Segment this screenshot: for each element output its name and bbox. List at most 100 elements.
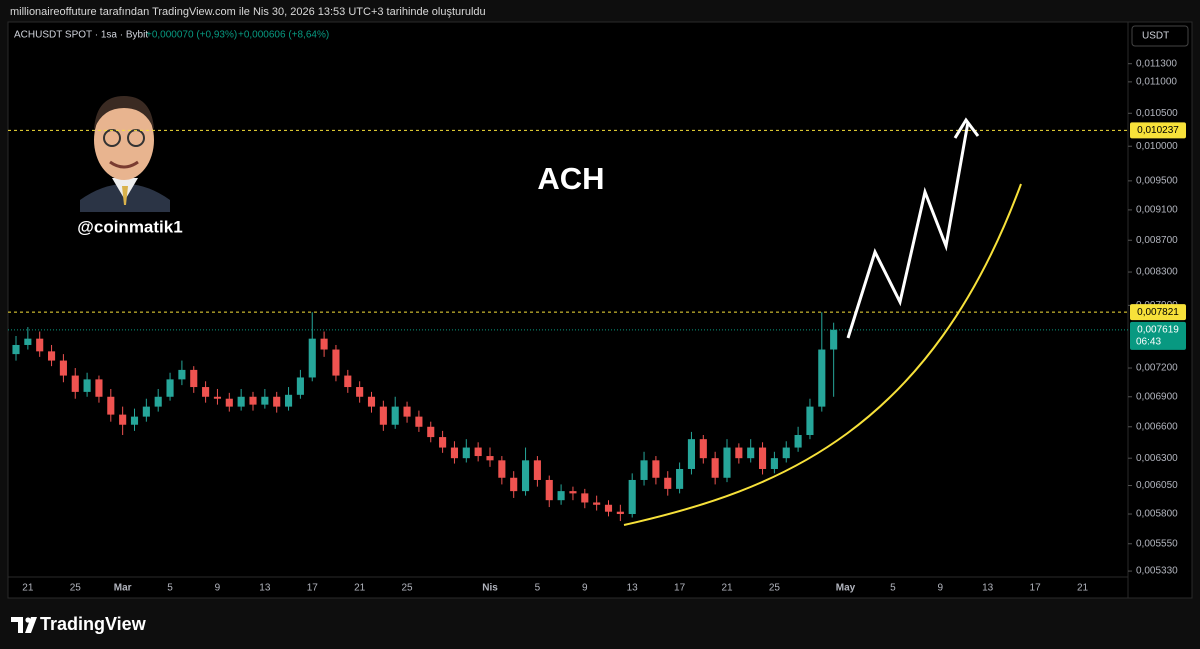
last-price-box — [1130, 321, 1186, 350]
candle-body — [474, 447, 482, 457]
y-tick-label: 0,008700 — [1136, 235, 1178, 246]
candle-body — [747, 447, 755, 459]
author: @coinmatik1 — [77, 217, 182, 236]
candle-body — [59, 360, 67, 376]
y-tick-label: 0,006600 — [1136, 421, 1178, 432]
candle-body — [415, 416, 423, 427]
candle-body — [593, 502, 601, 505]
candle-body — [711, 458, 719, 478]
candle-body — [699, 439, 707, 459]
candle-body — [320, 338, 328, 350]
candle-body — [237, 396, 245, 407]
candle-body — [486, 456, 494, 461]
countdown: 06:43 — [1136, 336, 1161, 347]
y-tick-label: 0,011000 — [1136, 77, 1177, 88]
change-day: +0,000606 (+8,64%) — [238, 30, 329, 41]
header: millionaireoffuture tarafından TradingVi… — [10, 6, 486, 18]
projection-arrow — [846, 121, 970, 339]
price-label-box — [1130, 304, 1186, 321]
candle-body — [403, 406, 411, 417]
candle-body — [794, 435, 802, 448]
x-tick-label: 21 — [354, 583, 366, 594]
candle-body — [379, 406, 387, 425]
x-tick-label: 25 — [70, 583, 82, 594]
candle-body — [557, 491, 565, 501]
candle-body — [723, 447, 731, 478]
x-tick-label: 21 — [1077, 583, 1089, 594]
candle-body — [545, 479, 553, 501]
y-tick-label: 0,007200 — [1136, 363, 1178, 374]
candle-body — [36, 338, 44, 352]
candle-body — [770, 458, 778, 469]
x-tick-label: 21 — [721, 583, 733, 594]
x-tick-label: 25 — [769, 583, 781, 594]
chart-panel — [7, 21, 1193, 599]
candle-body — [296, 377, 304, 395]
candle-body — [130, 416, 139, 425]
price-label: 0,007821 — [1137, 307, 1179, 318]
candle-body — [664, 477, 672, 489]
x-tick-label: 13 — [627, 583, 639, 594]
y-tick-label: 0,005330 — [1136, 566, 1178, 577]
avatar — [80, 96, 170, 212]
candle-body — [758, 447, 767, 469]
y-tick-label: 0,009100 — [1136, 205, 1178, 216]
x-tick-label: 17 — [307, 583, 319, 594]
candle-body — [273, 396, 281, 407]
candle-body — [71, 375, 79, 392]
currency[interactable]: USDT — [1142, 31, 1169, 42]
y-tick-label: 0,006900 — [1136, 391, 1178, 402]
x-tick-label: 13 — [982, 583, 994, 594]
candle-body — [676, 468, 684, 489]
candle-body — [521, 460, 530, 492]
candle-body — [166, 379, 174, 397]
candle-body — [818, 349, 826, 407]
price-label: 0,010237 — [1137, 125, 1179, 136]
candle-body — [391, 406, 399, 425]
x-tick-label: 5 — [535, 583, 541, 594]
currency-button[interactable] — [1131, 25, 1189, 47]
x-tick-label: Mar — [114, 583, 132, 594]
candle-body — [83, 379, 91, 392]
candle-body — [735, 447, 743, 459]
candle-body — [439, 437, 447, 448]
change-last: +0,000070 (+0,93%) — [146, 30, 237, 41]
x-tick-label: 13 — [259, 583, 271, 594]
candle-body — [616, 511, 624, 515]
candle-body — [533, 460, 541, 480]
candle-body — [249, 396, 257, 405]
candle-body — [24, 338, 32, 345]
candle-body — [190, 369, 198, 388]
y-tick-label: 0,010000 — [1136, 141, 1178, 152]
y-tick-label: 0,006300 — [1136, 453, 1178, 464]
x-tick-label: Nis — [482, 583, 498, 594]
candle-body — [225, 398, 233, 407]
x-tick-label: 17 — [674, 583, 686, 594]
candle-body — [308, 338, 316, 378]
x-tick-label: 5 — [167, 583, 173, 594]
x-tick-label: 9 — [215, 583, 221, 594]
candle-body — [830, 329, 838, 350]
y-tick-label: 0,009500 — [1136, 175, 1178, 186]
candle-body — [628, 479, 636, 515]
y-tick-label: 0,005800 — [1136, 509, 1178, 520]
candle-body — [284, 394, 293, 407]
candle-body — [510, 477, 518, 492]
candle-body — [142, 406, 150, 417]
arrow-head — [953, 117, 980, 139]
candle-body — [450, 447, 459, 459]
candle-body — [569, 491, 577, 494]
candle-body — [332, 349, 340, 376]
trend-curve — [623, 183, 1022, 526]
candle-body — [261, 396, 269, 405]
candle-body — [119, 414, 127, 425]
candle-body — [367, 396, 376, 407]
candle-body — [782, 447, 790, 459]
symbol: ACHUSDT SPOT · 1sa · Bybit — [14, 30, 148, 41]
candle-body — [462, 447, 470, 459]
y-tick-label: 0,005550 — [1136, 538, 1178, 549]
y-tick-label: 0,006050 — [1136, 480, 1178, 491]
candle-body — [581, 493, 589, 503]
